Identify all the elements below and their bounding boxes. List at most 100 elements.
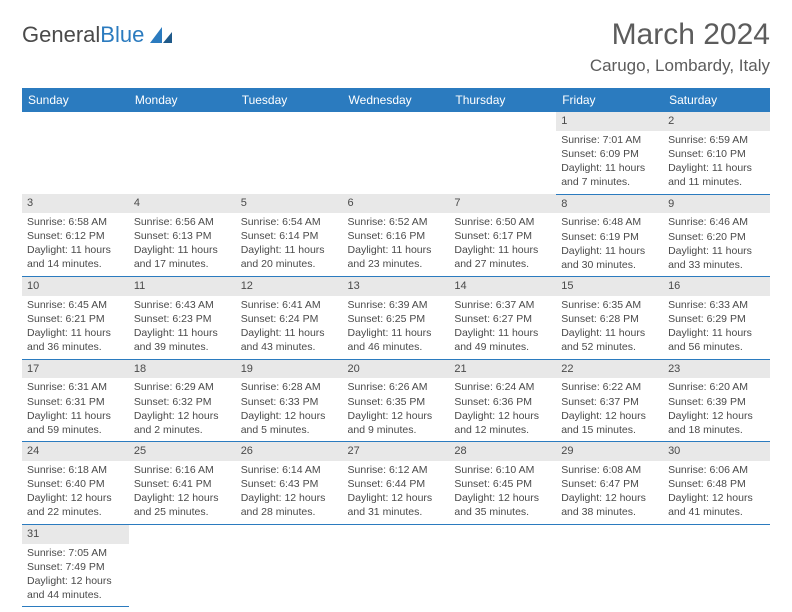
day-number [129,112,236,131]
day-number: 6 [343,194,450,213]
calendar-cell: 17Sunrise: 6:31 AMSunset: 6:31 PMDayligh… [22,359,129,442]
day-body: Sunrise: 6:14 AMSunset: 6:43 PMDaylight:… [236,461,343,524]
day-body: Sunrise: 6:28 AMSunset: 6:33 PMDaylight:… [236,378,343,441]
calendar-cell: 6Sunrise: 6:52 AMSunset: 6:16 PMDaylight… [343,194,450,277]
sunrise-line: Sunrise: 6:22 AM [561,380,658,394]
day-number: 5 [236,194,343,213]
day-body: Sunrise: 6:59 AMSunset: 6:10 PMDaylight:… [663,131,770,194]
sunrise-line: Sunrise: 6:26 AM [348,380,445,394]
calendar-cell: 20Sunrise: 6:26 AMSunset: 6:35 PMDayligh… [343,359,450,442]
day-body: Sunrise: 7:01 AMSunset: 6:09 PMDaylight:… [556,131,663,194]
calendar-row: 10Sunrise: 6:45 AMSunset: 6:21 PMDayligh… [22,277,770,360]
calendar-cell-empty [129,112,236,194]
sunset-line: Sunset: 6:36 PM [454,395,551,409]
calendar-cell: 9Sunrise: 6:46 AMSunset: 6:20 PMDaylight… [663,194,770,277]
sunrise-line: Sunrise: 6:18 AM [27,463,124,477]
daylight-line: Daylight: 11 hours and 17 minutes. [134,243,231,271]
sunset-line: Sunset: 6:32 PM [134,395,231,409]
sunrise-line: Sunrise: 6:20 AM [668,380,765,394]
daylight-line: Daylight: 11 hours and 46 minutes. [348,326,445,354]
day-number: 28 [449,442,556,461]
sunset-line: Sunset: 6:33 PM [241,395,338,409]
sunset-line: Sunset: 6:48 PM [668,477,765,491]
sunrise-line: Sunrise: 6:50 AM [454,215,551,229]
day-body: Sunrise: 6:06 AMSunset: 6:48 PMDaylight:… [663,461,770,524]
day-number [22,112,129,131]
daylight-line: Daylight: 11 hours and 7 minutes. [561,161,658,189]
day-body: Sunrise: 7:05 AMSunset: 7:49 PMDaylight:… [22,544,129,607]
sunset-line: Sunset: 6:20 PM [668,230,765,244]
day-number: 25 [129,442,236,461]
calendar-cell: 21Sunrise: 6:24 AMSunset: 6:36 PMDayligh… [449,359,556,442]
sunrise-line: Sunrise: 6:52 AM [348,215,445,229]
day-body: Sunrise: 6:56 AMSunset: 6:13 PMDaylight:… [129,213,236,276]
calendar-cell: 1Sunrise: 7:01 AMSunset: 6:09 PMDaylight… [556,112,663,194]
sunrise-line: Sunrise: 6:31 AM [27,380,124,394]
sunset-line: Sunset: 7:49 PM [27,560,124,574]
sunrise-line: Sunrise: 6:24 AM [454,380,551,394]
calendar-cell: 24Sunrise: 6:18 AMSunset: 6:40 PMDayligh… [22,442,129,525]
logo: GeneralBlue [22,18,174,48]
sunrise-line: Sunrise: 6:14 AM [241,463,338,477]
sunset-line: Sunset: 6:17 PM [454,229,551,243]
day-number: 9 [663,195,770,214]
sunset-line: Sunset: 6:14 PM [241,229,338,243]
daylight-line: Daylight: 12 hours and 15 minutes. [561,409,658,437]
calendar-row: 1Sunrise: 7:01 AMSunset: 6:09 PMDaylight… [22,112,770,194]
calendar-cell: 12Sunrise: 6:41 AMSunset: 6:24 PMDayligh… [236,277,343,360]
day-body [236,131,343,180]
daylight-line: Daylight: 12 hours and 12 minutes. [454,409,551,437]
calendar-cell-empty [236,112,343,194]
calendar-cell: 30Sunrise: 6:06 AMSunset: 6:48 PMDayligh… [663,442,770,525]
calendar-cell-empty [343,524,450,607]
sunset-line: Sunset: 6:09 PM [561,147,658,161]
daylight-line: Daylight: 11 hours and 39 minutes. [134,326,231,354]
day-number [449,525,556,544]
sunset-line: Sunset: 6:12 PM [27,229,124,243]
calendar-cell: 16Sunrise: 6:33 AMSunset: 6:29 PMDayligh… [663,277,770,360]
calendar-row: 31Sunrise: 7:05 AMSunset: 7:49 PMDayligh… [22,524,770,607]
day-number: 31 [22,525,129,544]
daylight-line: Daylight: 12 hours and 35 minutes. [454,491,551,519]
weekday-header-row: SundayMondayTuesdayWednesdayThursdayFrid… [22,88,770,112]
sunset-line: Sunset: 6:19 PM [561,230,658,244]
sunset-line: Sunset: 6:16 PM [348,229,445,243]
sunrise-line: Sunrise: 6:39 AM [348,298,445,312]
sunrise-line: Sunrise: 6:37 AM [454,298,551,312]
day-number: 29 [556,442,663,461]
weekday-header: Monday [129,88,236,112]
sunrise-line: Sunrise: 6:43 AM [134,298,231,312]
daylight-line: Daylight: 12 hours and 5 minutes. [241,409,338,437]
sunrise-line: Sunrise: 6:54 AM [241,215,338,229]
day-number: 19 [236,360,343,379]
calendar-cell: 31Sunrise: 7:05 AMSunset: 7:49 PMDayligh… [22,524,129,607]
day-number: 21 [449,360,556,379]
day-number [343,525,450,544]
day-number: 8 [556,195,663,214]
sunset-line: Sunset: 6:41 PM [134,477,231,491]
sunrise-line: Sunrise: 6:16 AM [134,463,231,477]
day-body: Sunrise: 6:54 AMSunset: 6:14 PMDaylight:… [236,213,343,276]
sunrise-line: Sunrise: 6:59 AM [668,133,765,147]
daylight-line: Daylight: 11 hours and 30 minutes. [561,244,658,272]
calendar-row: 3Sunrise: 6:58 AMSunset: 6:12 PMDaylight… [22,194,770,277]
daylight-line: Daylight: 12 hours and 28 minutes. [241,491,338,519]
day-body [22,131,129,180]
day-body: Sunrise: 6:41 AMSunset: 6:24 PMDaylight:… [236,296,343,359]
daylight-line: Daylight: 11 hours and 36 minutes. [27,326,124,354]
day-number: 20 [343,360,450,379]
sunrise-line: Sunrise: 6:41 AM [241,298,338,312]
daylight-line: Daylight: 12 hours and 22 minutes. [27,491,124,519]
day-body: Sunrise: 6:08 AMSunset: 6:47 PMDaylight:… [556,461,663,524]
weekday-header: Tuesday [236,88,343,112]
daylight-line: Daylight: 12 hours and 31 minutes. [348,491,445,519]
day-number: 24 [22,442,129,461]
day-body: Sunrise: 6:37 AMSunset: 6:27 PMDaylight:… [449,296,556,359]
day-number: 18 [129,360,236,379]
day-body: Sunrise: 6:12 AMSunset: 6:44 PMDaylight:… [343,461,450,524]
weekday-header: Wednesday [343,88,450,112]
day-number: 26 [236,442,343,461]
calendar-row: 17Sunrise: 6:31 AMSunset: 6:31 PMDayligh… [22,359,770,442]
daylight-line: Daylight: 11 hours and 14 minutes. [27,243,124,271]
calendar-cell: 7Sunrise: 6:50 AMSunset: 6:17 PMDaylight… [449,194,556,277]
